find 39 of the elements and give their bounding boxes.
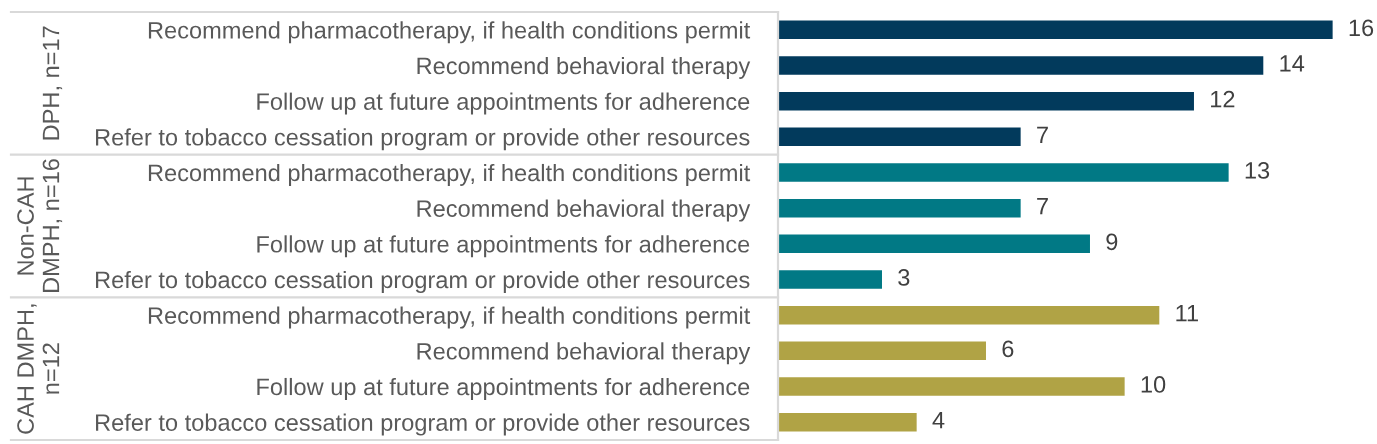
bar	[778, 127, 1021, 147]
bar	[778, 91, 1194, 111]
bar	[778, 56, 1264, 75]
text: Non-CAH DMPH, n=16	[17, 159, 63, 292]
data-label: 9	[1106, 233, 1118, 251]
data-label: 3	[898, 269, 910, 286]
data-label: 10	[1141, 376, 1166, 393]
bar	[778, 377, 1125, 396]
y-tick-label: Follow up at future appointments for adherence	[257, 92, 750, 115]
y-tick-label: Follow up at future appointments for adherence	[257, 377, 750, 400]
data-label: 12	[1211, 90, 1235, 108]
data-label: 4	[932, 412, 945, 429]
bar	[778, 20, 1333, 40]
data-label: 13	[1245, 162, 1270, 179]
bar	[778, 412, 917, 432]
y-tick-label: Follow up at future appointments for adherence	[257, 235, 750, 258]
bar	[778, 198, 1021, 218]
text: DPH, n=17	[42, 26, 63, 140]
y-tick-label: Refer to tobacco cessation program or provide other resources	[96, 270, 750, 293]
data-label: 6	[1002, 340, 1014, 358]
bar	[778, 305, 1160, 325]
y-tick-label: Recommend pharmacotherapy, if health conditions permit	[148, 21, 751, 44]
y-tick-label: Recommend behavioral therapy	[417, 342, 751, 365]
data-label: 7	[1037, 198, 1048, 215]
data-label: 7	[1037, 126, 1048, 143]
data-label: 11	[1176, 305, 1198, 322]
y-tick-label: Refer to tobacco cessation program or provide other resources	[96, 128, 750, 151]
y-tick-label: Recommend pharmacotherapy, if health conditions permit	[148, 163, 751, 186]
y-tick-label: Refer to tobacco cessation program or provide other resources	[96, 413, 750, 436]
bar	[778, 341, 986, 361]
bar	[778, 234, 1090, 254]
text: CAH DMPH, n=12	[17, 304, 60, 434]
y-tick-label: Recommend pharmacotherapy, if health conditions permit	[148, 306, 751, 329]
y-tick-label: Recommend behavioral therapy	[417, 199, 751, 222]
data-label: 16	[1349, 19, 1374, 37]
data-label: 14	[1280, 55, 1305, 72]
bar	[778, 163, 1229, 182]
y-tick-label: Recommend behavioral therapy	[417, 56, 751, 79]
bar	[778, 270, 882, 289]
